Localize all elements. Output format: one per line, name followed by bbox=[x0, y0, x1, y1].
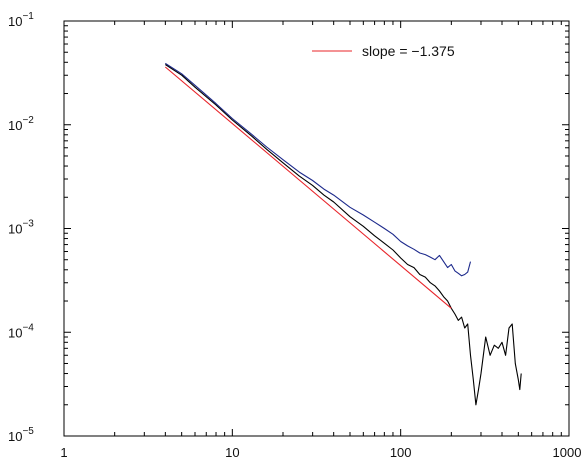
y-tick-base: 10 bbox=[8, 14, 22, 29]
y-tick-exponent: −4 bbox=[22, 322, 34, 333]
series-group bbox=[164, 62, 522, 406]
legend-label: slope = −1.375 bbox=[362, 43, 455, 59]
y-tick-exponent: −2 bbox=[22, 115, 34, 126]
y-tick-exponent: −5 bbox=[22, 426, 34, 437]
y-tick-base: 10 bbox=[8, 429, 22, 444]
y-tick-base: 10 bbox=[8, 118, 22, 133]
y-tick-label: 10−2 bbox=[8, 115, 34, 133]
x-tick-label: 1000 bbox=[553, 445, 582, 460]
y-tick-base: 10 bbox=[8, 222, 22, 237]
y-tick-base: 10 bbox=[8, 325, 22, 340]
y-tick-label: 10−4 bbox=[8, 322, 34, 340]
fit-line bbox=[164, 66, 452, 309]
x-tick-label: 1 bbox=[60, 445, 67, 460]
x-tick-label: 10 bbox=[225, 445, 239, 460]
y-tick-label: 10−1 bbox=[8, 11, 34, 29]
y-tick-label: 10−3 bbox=[8, 219, 34, 237]
y-tick-exponent: −3 bbox=[22, 219, 34, 230]
blue-series-line bbox=[165, 62, 472, 277]
x-tick-label: 100 bbox=[390, 445, 412, 460]
y-tick-label: 10−5 bbox=[8, 426, 34, 444]
y-tick-exponent: −1 bbox=[22, 11, 34, 22]
black-series-line bbox=[165, 64, 522, 406]
plot-frame bbox=[63, 20, 570, 437]
legend: slope = −1.375 bbox=[312, 43, 455, 59]
